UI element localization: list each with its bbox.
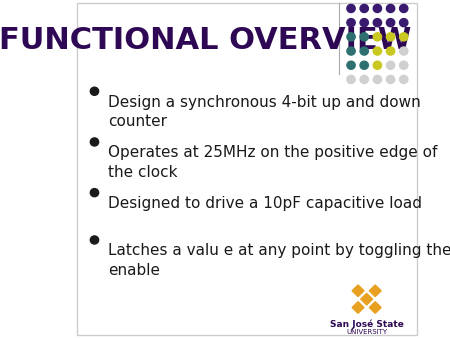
Circle shape — [360, 61, 369, 69]
Circle shape — [90, 87, 99, 95]
Circle shape — [360, 75, 369, 83]
Circle shape — [347, 19, 355, 27]
Text: UNIVERSITY: UNIVERSITY — [346, 329, 387, 335]
Circle shape — [400, 75, 408, 83]
Circle shape — [373, 61, 382, 69]
Polygon shape — [352, 285, 364, 296]
Circle shape — [360, 33, 369, 41]
Circle shape — [400, 19, 408, 27]
Circle shape — [373, 33, 382, 41]
Circle shape — [373, 75, 382, 83]
Polygon shape — [352, 302, 364, 313]
Circle shape — [373, 4, 382, 13]
Circle shape — [400, 47, 408, 55]
Circle shape — [347, 33, 355, 41]
Circle shape — [387, 33, 395, 41]
Circle shape — [373, 19, 382, 27]
Circle shape — [347, 4, 355, 13]
Circle shape — [90, 236, 99, 244]
Text: Designed to drive a 10pF capacitive load: Designed to drive a 10pF capacitive load — [108, 196, 423, 211]
Polygon shape — [361, 293, 373, 305]
Text: FUNCTIONAL OVERVIEW: FUNCTIONAL OVERVIEW — [0, 26, 412, 55]
Circle shape — [347, 47, 355, 55]
Text: San José State: San José State — [330, 320, 404, 329]
Text: Design a synchronous 4-bit up and down
counter: Design a synchronous 4-bit up and down c… — [108, 95, 421, 129]
Circle shape — [360, 19, 369, 27]
Circle shape — [347, 75, 355, 83]
Circle shape — [387, 75, 395, 83]
Polygon shape — [369, 302, 381, 313]
Text: Latches a valu e at any point by toggling the
enable: Latches a valu e at any point by togglin… — [108, 243, 450, 278]
Circle shape — [400, 61, 408, 69]
Polygon shape — [369, 285, 381, 296]
Circle shape — [360, 47, 369, 55]
Circle shape — [90, 138, 99, 146]
Circle shape — [400, 4, 408, 13]
Circle shape — [90, 189, 99, 197]
Circle shape — [373, 47, 382, 55]
Circle shape — [387, 47, 395, 55]
Circle shape — [360, 4, 369, 13]
Circle shape — [400, 33, 408, 41]
FancyBboxPatch shape — [77, 3, 417, 335]
Circle shape — [387, 19, 395, 27]
Circle shape — [347, 61, 355, 69]
Text: Operates at 25MHz on the positive edge of
the clock: Operates at 25MHz on the positive edge o… — [108, 145, 438, 180]
Circle shape — [387, 61, 395, 69]
Circle shape — [387, 4, 395, 13]
